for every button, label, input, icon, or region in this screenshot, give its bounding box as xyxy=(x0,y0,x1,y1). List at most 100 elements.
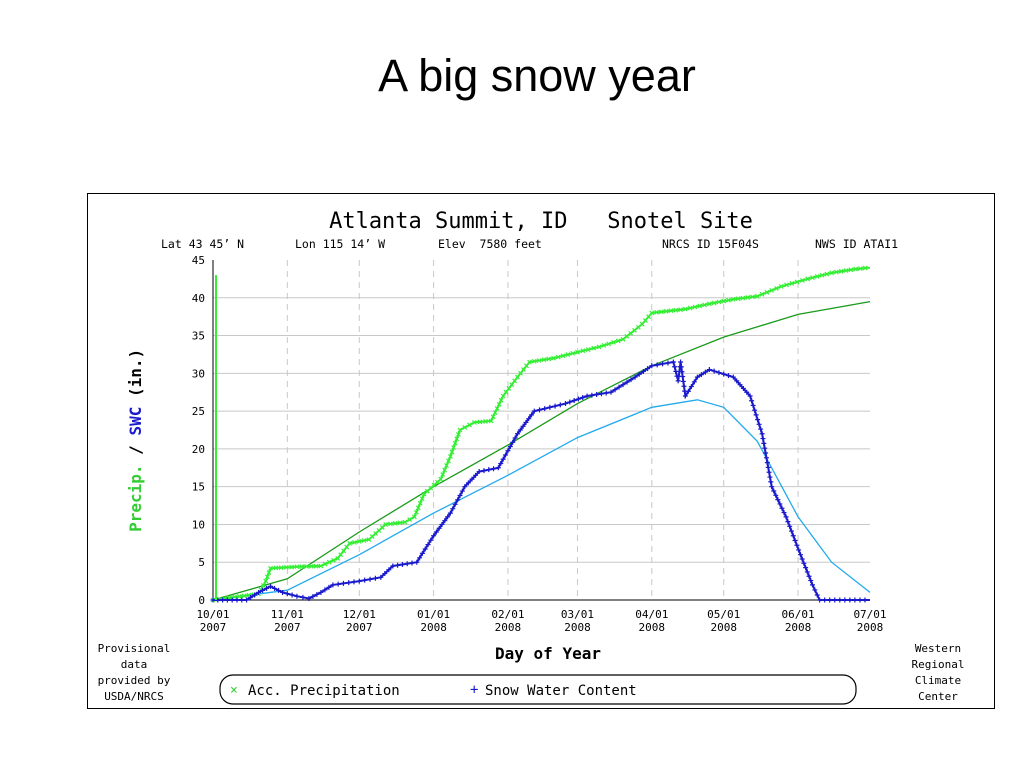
legend-box xyxy=(219,674,857,705)
swc-point xyxy=(431,533,437,539)
precip-point xyxy=(848,267,854,273)
precip-point xyxy=(402,519,408,525)
swc-point xyxy=(220,597,226,603)
swc-point xyxy=(679,369,685,375)
swc-point xyxy=(436,525,442,531)
subtitle-lat: Lat 43 45’ N xyxy=(161,237,244,251)
swc-point xyxy=(750,402,756,408)
swc-point xyxy=(419,550,425,556)
precip-point xyxy=(411,514,417,520)
swc-point xyxy=(280,589,286,595)
swc-point xyxy=(603,390,609,396)
swc-point xyxy=(730,374,736,380)
x-tick-label-year: 2007 xyxy=(346,621,373,634)
swc-point xyxy=(234,597,240,603)
precip-point xyxy=(471,420,477,425)
x-tick-label: 03/01 xyxy=(561,608,594,621)
precip-point xyxy=(444,463,449,468)
precip-point xyxy=(512,378,518,384)
swc-point xyxy=(804,569,810,575)
swc-point xyxy=(747,393,753,399)
precip-point xyxy=(236,593,242,599)
swc-point xyxy=(691,379,697,385)
swc-point xyxy=(660,361,666,367)
precip-point xyxy=(778,284,784,289)
swc-point xyxy=(462,484,468,490)
x-tick-label-year: 2007 xyxy=(200,621,227,634)
swc-point xyxy=(272,585,278,591)
swc-point xyxy=(753,412,759,418)
series-layer xyxy=(210,265,871,603)
precip-point xyxy=(632,327,637,333)
precip-point xyxy=(646,314,652,320)
swc-point xyxy=(224,597,230,603)
swc-point xyxy=(796,547,802,553)
precip-point xyxy=(318,563,324,569)
x-tick-label: 07/01 xyxy=(853,608,886,621)
swc-point xyxy=(765,464,771,470)
precip-point xyxy=(477,419,483,425)
swc-point xyxy=(822,597,828,603)
swc-point xyxy=(594,391,600,397)
swc-point xyxy=(787,523,793,529)
swc-point xyxy=(808,578,814,584)
precip-point xyxy=(853,266,859,272)
precip-point xyxy=(283,564,289,570)
swc-point xyxy=(264,585,270,591)
precip-point xyxy=(352,539,357,545)
precip-point xyxy=(606,341,612,347)
y-tick-label: 20 xyxy=(192,443,205,456)
precip-point xyxy=(273,565,279,571)
chart-frame: Atlanta Summit, ID Snotel Site Lat 43 45… xyxy=(87,193,995,709)
swc-point xyxy=(510,439,516,445)
swc-point xyxy=(495,465,501,471)
swc-point xyxy=(340,580,346,586)
swc-point xyxy=(422,546,428,552)
precip-point xyxy=(759,291,765,297)
swc-point xyxy=(827,597,833,603)
swc-point xyxy=(726,373,732,379)
swc-point xyxy=(552,403,558,409)
y-tick-label: 10 xyxy=(192,518,205,531)
swc-point xyxy=(680,378,686,384)
swc-point xyxy=(557,402,563,408)
swc-point xyxy=(567,399,573,405)
y-tick-label: 0 xyxy=(198,594,205,607)
precip-point xyxy=(546,356,552,362)
swc-point xyxy=(620,382,626,388)
x-tick-label: 06/01 xyxy=(782,608,815,621)
swc-point xyxy=(310,593,316,599)
swc-point xyxy=(792,538,798,543)
y-tick-label: 30 xyxy=(192,367,205,380)
swc-point xyxy=(760,436,766,442)
swc-point xyxy=(476,469,482,475)
swc-point xyxy=(335,581,341,587)
swc-point xyxy=(442,518,448,524)
precip-point xyxy=(615,338,621,344)
precip-point xyxy=(857,266,863,271)
precip-point xyxy=(764,289,770,295)
precip-point xyxy=(668,308,674,314)
footer-left-line: Provisional xyxy=(98,642,171,655)
swc-point xyxy=(857,597,863,603)
swc-point xyxy=(512,435,518,441)
precip-point xyxy=(322,561,328,567)
swc-point xyxy=(260,587,266,593)
swc-point xyxy=(542,406,548,412)
swc-point xyxy=(526,416,532,422)
swc-point xyxy=(346,580,352,586)
swc-point xyxy=(515,431,521,437)
swc-point xyxy=(806,573,812,579)
swc-point xyxy=(425,542,431,548)
swc-point xyxy=(367,576,373,582)
precip-point xyxy=(829,270,835,276)
swc-point xyxy=(768,479,774,485)
swc-point xyxy=(500,456,506,462)
precip-point xyxy=(624,333,630,339)
swc-point xyxy=(682,393,688,399)
swc-point xyxy=(580,395,586,401)
precip-point xyxy=(799,277,805,283)
footer-right-note: Western Regional Climate Center xyxy=(912,642,965,703)
precip-point xyxy=(415,505,421,511)
swc-point xyxy=(433,529,439,535)
